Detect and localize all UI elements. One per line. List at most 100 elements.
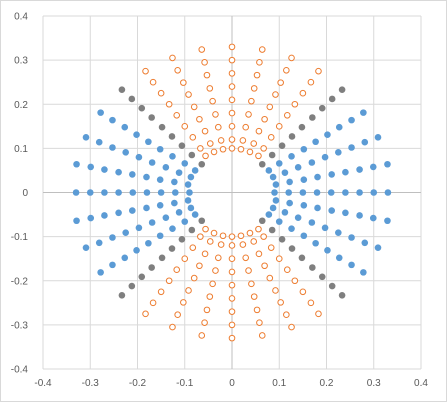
hollow-data-point xyxy=(253,71,261,79)
filled-data-point xyxy=(148,159,156,166)
hollow-data-point xyxy=(206,140,214,147)
filled-data-point xyxy=(82,134,90,141)
filled-data-point xyxy=(169,153,176,160)
filled-data-point xyxy=(286,178,293,186)
filled-data-point xyxy=(314,173,321,181)
hollow-data-point xyxy=(248,280,255,288)
filled-data-point xyxy=(312,138,319,146)
hollow-data-point xyxy=(174,66,181,74)
filled-data-point xyxy=(269,204,277,212)
hollow-data-point xyxy=(203,71,211,79)
filled-data-point xyxy=(313,189,321,196)
y-tick-label: 0.3 xyxy=(14,56,28,67)
hollow-data-point xyxy=(198,332,206,339)
filled-data-point xyxy=(97,109,104,116)
hollow-data-point xyxy=(228,123,236,130)
filled-data-point xyxy=(198,160,206,168)
y-tick-label: -0.1 xyxy=(11,232,29,243)
filled-data-point xyxy=(361,239,369,247)
filled-data-point xyxy=(278,142,286,150)
hollow-data-point xyxy=(267,244,275,251)
filled-data-point xyxy=(128,95,136,103)
filled-data-point xyxy=(300,232,308,240)
filled-data-point xyxy=(72,189,80,196)
filled-data-point xyxy=(369,163,377,171)
filled-data-point xyxy=(312,239,319,247)
x-axis-tick-labels: -0.4 -0.3 -0.2 -0.1 0 0.1 0.2 0.3 0.4 xyxy=(34,378,428,389)
filled-data-point xyxy=(181,218,189,225)
hollow-data-point xyxy=(197,145,204,152)
hollow-data-point xyxy=(196,115,203,123)
filled-data-point xyxy=(191,211,199,218)
filled-data-point xyxy=(281,169,289,176)
hollow-data-point xyxy=(250,140,258,147)
hollow-data-point xyxy=(165,277,173,285)
hollow-data-point xyxy=(169,323,176,331)
filled-data-point xyxy=(97,269,104,276)
y-tick-label: 0 xyxy=(22,188,28,199)
hollow-data-point xyxy=(169,54,176,62)
filled-data-point xyxy=(309,264,316,271)
filled-data-point xyxy=(118,86,126,93)
hollow-data-point xyxy=(237,232,245,240)
filled-data-point xyxy=(95,239,103,247)
hollow-data-point xyxy=(180,79,187,86)
filled-data-point xyxy=(285,189,293,196)
filled-data-point xyxy=(300,176,308,184)
hollow-data-point xyxy=(288,323,295,331)
hollow-data-point xyxy=(242,123,250,131)
filled-data-point xyxy=(338,86,346,93)
hollow-data-point xyxy=(266,274,274,282)
filled-data-point xyxy=(324,131,331,138)
hollow-data-point xyxy=(299,288,307,296)
filled-data-point xyxy=(286,199,293,207)
filled-data-point xyxy=(275,160,283,167)
hollow-data-point xyxy=(258,332,266,339)
filled-data-point xyxy=(171,199,178,207)
hollow-data-point xyxy=(201,250,209,258)
filled-data-point xyxy=(308,219,316,226)
hollow-data-point xyxy=(203,306,211,314)
hollow-data-point xyxy=(157,89,165,97)
x-tick-label: 0.3 xyxy=(367,378,381,389)
filled-data-point xyxy=(172,189,179,196)
filled-data-point xyxy=(300,201,308,209)
y-tick-label: -0.2 xyxy=(11,276,29,287)
filled-data-point xyxy=(318,104,326,112)
hollow-data-point xyxy=(261,262,268,270)
hollow-data-point xyxy=(157,288,165,296)
hollow-data-point xyxy=(245,111,252,118)
hollow-data-point xyxy=(228,268,236,276)
filled-data-point xyxy=(184,181,192,188)
filled-data-point xyxy=(128,282,136,290)
filled-data-point xyxy=(335,254,343,262)
filled-data-point xyxy=(175,209,183,216)
filled-data-point xyxy=(187,204,195,212)
hollow-data-point xyxy=(250,238,258,245)
hollow-data-point xyxy=(210,229,218,237)
hollow-data-point xyxy=(307,78,315,86)
hollow-data-point xyxy=(315,67,322,75)
filled-data-point xyxy=(86,189,94,196)
y-tick-label: 0.4 xyxy=(14,12,28,23)
hollow-data-point xyxy=(256,59,263,66)
filled-data-point xyxy=(265,211,273,218)
filled-data-point xyxy=(109,116,116,124)
hollow-data-point xyxy=(228,96,236,104)
filled-data-point xyxy=(121,254,129,262)
hollow-data-point xyxy=(185,91,192,98)
hollow-data-point xyxy=(260,233,267,240)
y-tick-label: -0.4 xyxy=(11,365,29,376)
filled-data-point xyxy=(300,145,308,153)
x-tick-label: -0.4 xyxy=(34,378,52,389)
filled-data-point xyxy=(288,153,295,160)
hollow-data-point xyxy=(272,287,279,294)
filled-data-point xyxy=(294,164,302,171)
filled-data-point xyxy=(348,116,355,124)
filled-data-point xyxy=(148,264,155,271)
hollow-data-point xyxy=(149,299,157,307)
hollow-data-point xyxy=(201,127,209,135)
hollow-data-point xyxy=(277,299,284,306)
hollow-data-point xyxy=(210,148,218,156)
